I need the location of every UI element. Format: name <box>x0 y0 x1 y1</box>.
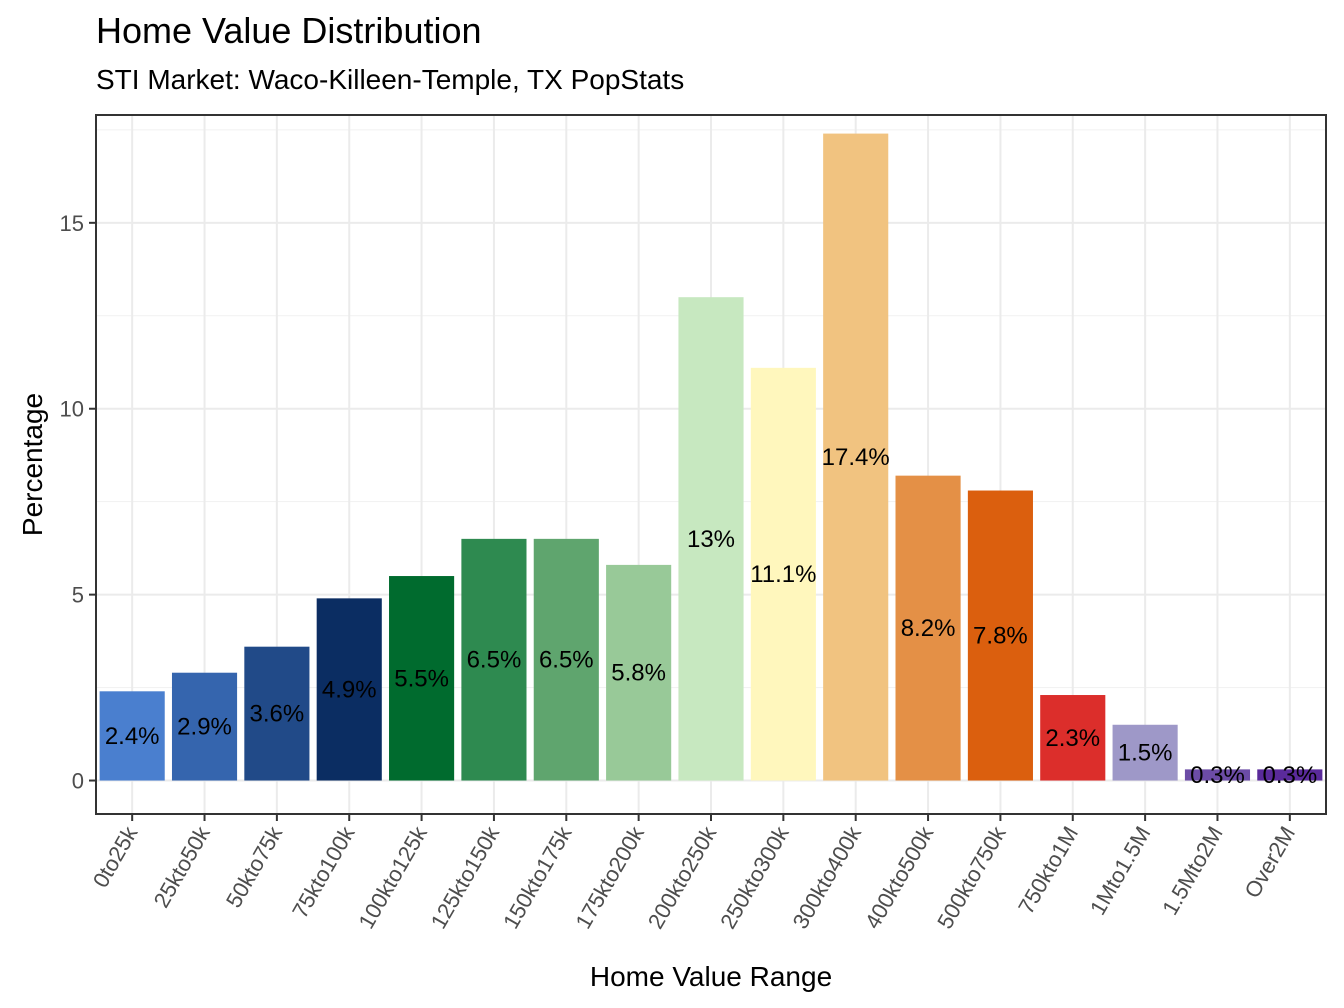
bar-400kto500k <box>895 475 961 781</box>
bar-750kto1M <box>1040 695 1106 781</box>
bar-value-label: 17.4% <box>822 444 890 471</box>
bar-value-label: 6.5% <box>539 647 594 674</box>
y-tick-label: 5 <box>72 583 84 608</box>
bar-value-label: 13% <box>687 526 735 553</box>
bar-value-label: 11.1% <box>750 561 816 588</box>
x-tick-label: 100kto125k <box>353 821 432 933</box>
x-tick-label: 1.5Mto2M <box>1157 822 1228 919</box>
x-tick-label: 75kto100k <box>287 821 360 922</box>
bar-1.5Mto2M <box>1184 769 1251 781</box>
x-tick-label: 200kto250k <box>643 821 722 933</box>
bar-0to25k <box>99 691 165 781</box>
x-tick-label: 175kto200k <box>570 821 649 933</box>
x-axis-title: Home Value Range <box>590 961 832 992</box>
x-tick-label: 400kto500k <box>860 821 939 933</box>
chart-subtitle: STI Market: Waco-Killeen-Temple, TX PopS… <box>96 64 685 95</box>
bar-value-label: 2.4% <box>105 723 160 750</box>
bar-value-label: 5.8% <box>611 660 666 687</box>
bar-value-label: 2.9% <box>177 714 232 741</box>
bar-value-label: 2.3% <box>1045 725 1100 752</box>
y-tick-label: 15 <box>60 211 84 236</box>
x-tick-label: 300kto400k <box>788 821 867 933</box>
y-axis-title: Percentage <box>17 393 48 536</box>
x-tick-label: 150kto175k <box>498 821 577 933</box>
x-tick-label: 500kto750k <box>932 821 1011 933</box>
bar-500kto750k <box>967 490 1033 781</box>
bar-value-label: 3.6% <box>250 701 305 728</box>
bar-value-label: 0.3% <box>1190 762 1245 789</box>
bar-50kto75k <box>244 646 310 781</box>
y-tick-label: 10 <box>60 397 84 422</box>
bar-Over2M <box>1257 769 1323 781</box>
bar-75kto100k <box>316 598 382 781</box>
bar-125kto150k <box>461 538 527 781</box>
bar-value-label: 7.8% <box>973 623 1028 650</box>
y-tick-label: 0 <box>72 769 84 794</box>
chart-title: Home Value Distribution <box>96 10 482 51</box>
bar-value-label: 1.5% <box>1118 740 1173 767</box>
bar-1Mto1.5M <box>1112 724 1178 781</box>
bar-value-label: 0.3% <box>1262 762 1317 789</box>
x-tick-label: 25kto50k <box>149 821 216 912</box>
x-tick-label: 125kto150k <box>426 821 505 933</box>
bar-value-label: 6.5% <box>467 647 522 674</box>
bar-250kto300k <box>750 367 816 781</box>
bar-value-label: 8.2% <box>901 615 956 642</box>
x-tick-label: 0to25k <box>88 821 143 892</box>
bar-value-label: 4.9% <box>322 676 377 703</box>
bar-300kto400k <box>823 133 889 781</box>
bar-100kto125k <box>389 576 455 781</box>
bar-175kto200k <box>606 564 672 781</box>
bar-value-label: 5.5% <box>394 665 449 692</box>
x-tick-label: 750kto1M <box>1013 822 1083 918</box>
x-tick-label: 250kto300k <box>715 821 794 933</box>
bar-25kto50k <box>171 672 238 781</box>
bar-150kto175k <box>533 538 599 781</box>
x-tick-label: 50kto75k <box>221 821 288 912</box>
bar-200kto250k <box>678 297 744 781</box>
x-tick-label: 1Mto1.5M <box>1085 822 1156 919</box>
x-tick-label: Over2M <box>1239 822 1300 902</box>
